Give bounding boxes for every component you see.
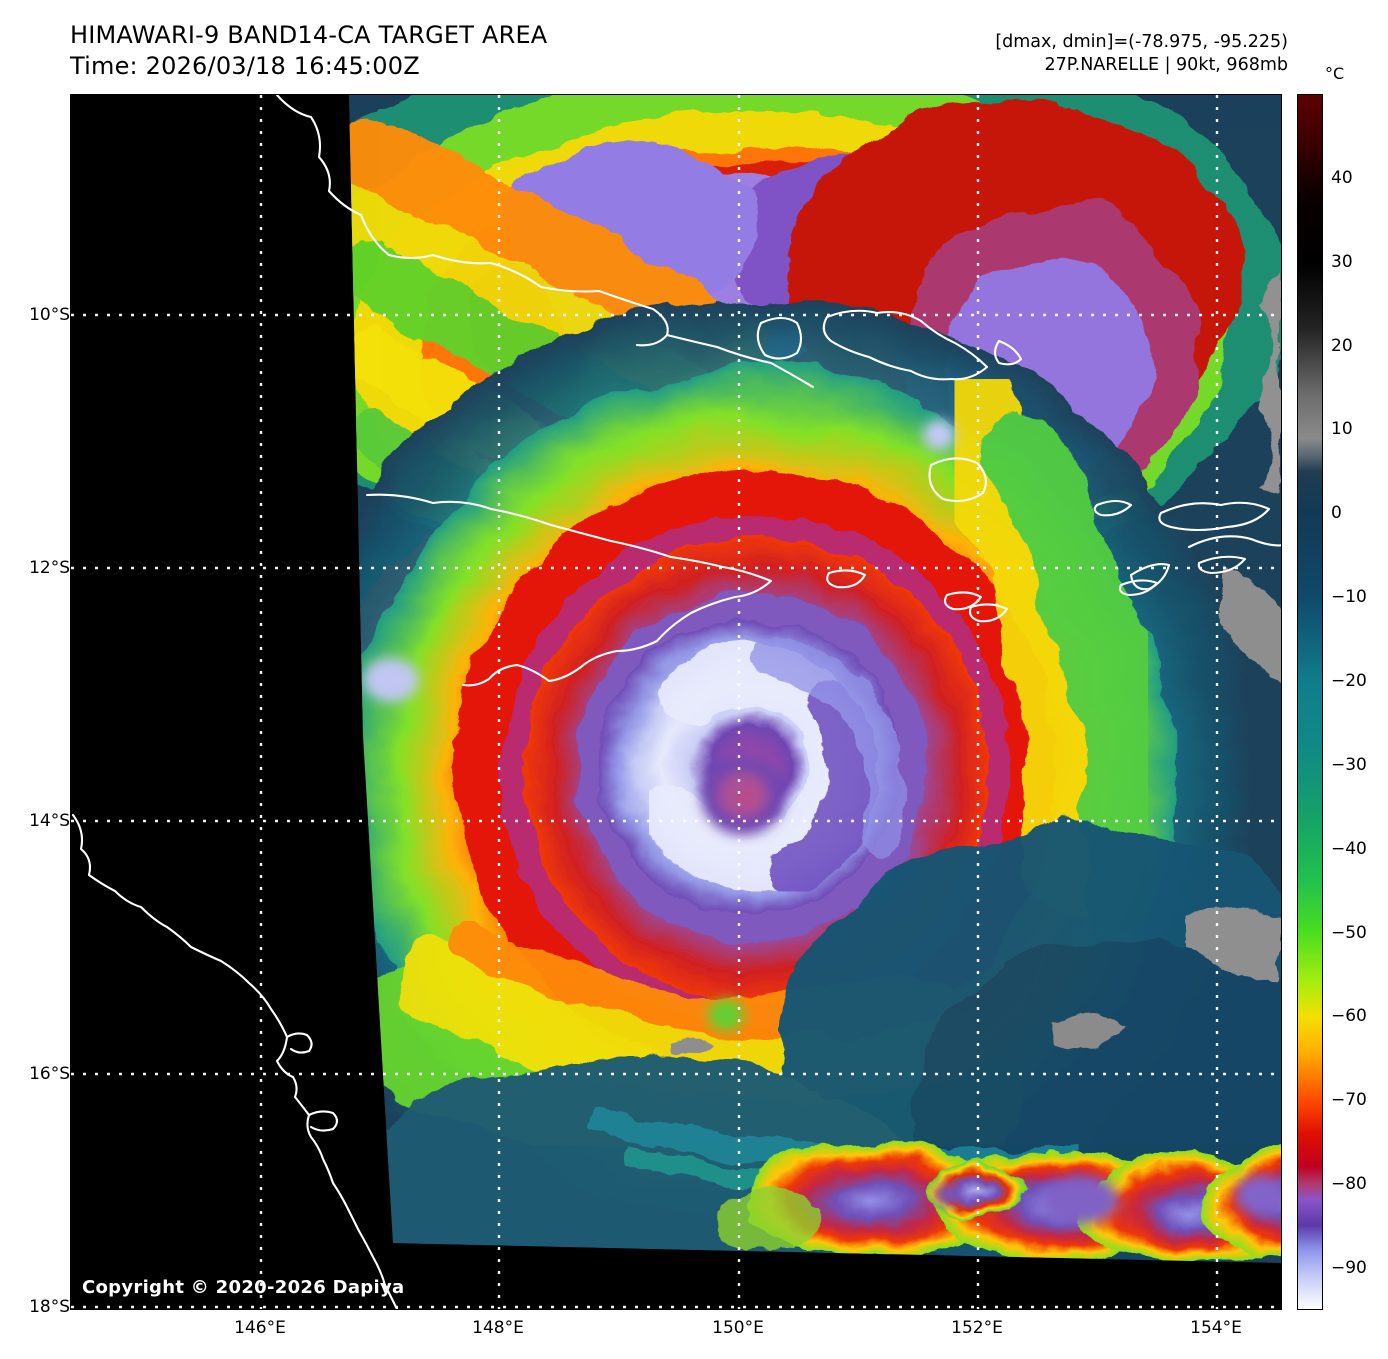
header-title-block: HIMAWARI-9 BAND14-CA TARGET AREA Time: 2… xyxy=(70,20,547,82)
ir-brightness-temperature-map xyxy=(71,95,1281,1309)
x-tick-label: 152°E xyxy=(951,1318,1003,1338)
colorbar-tick-label: 20 xyxy=(1331,335,1353,356)
colorbar-tick-label: −70 xyxy=(1331,1090,1367,1111)
x-tick-label: 148°E xyxy=(472,1318,524,1338)
y-tick-label: 18°S xyxy=(29,1297,70,1317)
colorbar-tick-label: 10 xyxy=(1331,419,1353,440)
satellite-image-plot[interactable] xyxy=(70,94,1282,1310)
header-annotations: [dmax, dmin]=(-78.975, -95.225) 27P.NARE… xyxy=(995,31,1288,77)
southern-convective-band xyxy=(716,1142,1281,1263)
copyright-label: Copyright © 2020-2026 Dapiya xyxy=(82,1277,405,1298)
colorbar-tick-label: −40 xyxy=(1331,838,1367,859)
x-tick-label: 146°E xyxy=(234,1318,286,1338)
x-tick-label: 154°E xyxy=(1190,1318,1242,1338)
colorbar-unit-label: °C xyxy=(1325,64,1345,83)
page-title: HIMAWARI-9 BAND14-CA TARGET AREA xyxy=(70,21,548,49)
dmax-dmin-label: [dmax, dmin]=(-78.975, -95.225) xyxy=(995,32,1288,52)
temperature-colorbar[interactable] xyxy=(1297,94,1323,1310)
colorbar-tick-label: −80 xyxy=(1331,1174,1367,1195)
y-tick-label: 16°S xyxy=(29,1064,70,1084)
colorbar-tick-label: −50 xyxy=(1331,922,1367,943)
satellite-swath xyxy=(349,95,1281,1263)
colorbar-tick-label: −10 xyxy=(1331,587,1367,608)
colorbar-tick-label: 0 xyxy=(1331,503,1342,524)
x-tick-label: 150°E xyxy=(712,1318,764,1338)
colorbar-tick-label: −30 xyxy=(1331,754,1367,775)
observation-time: Time: 2026/03/18 16:45:00Z xyxy=(70,52,420,80)
coastline-overlay xyxy=(71,95,1281,1309)
y-tick-label: 12°S xyxy=(29,558,70,578)
storm-info-label: 27P.NARELLE | 90kt, 968mb xyxy=(1044,55,1288,75)
colorbar-gradient xyxy=(1298,95,1322,1309)
colorbar-tick-label: −20 xyxy=(1331,671,1367,692)
y-tick-label: 10°S xyxy=(29,305,70,325)
y-tick-label: 14°S xyxy=(29,811,70,831)
colorbar-tick-label: 40 xyxy=(1331,167,1353,188)
colorbar-tick-label: −60 xyxy=(1331,1006,1367,1027)
colorbar-tick-label: 30 xyxy=(1331,251,1353,272)
latitude-longitude-grid xyxy=(71,95,1281,1309)
solomon-islands-land xyxy=(671,275,1281,1054)
colorbar-tick-label: −90 xyxy=(1331,1258,1367,1279)
